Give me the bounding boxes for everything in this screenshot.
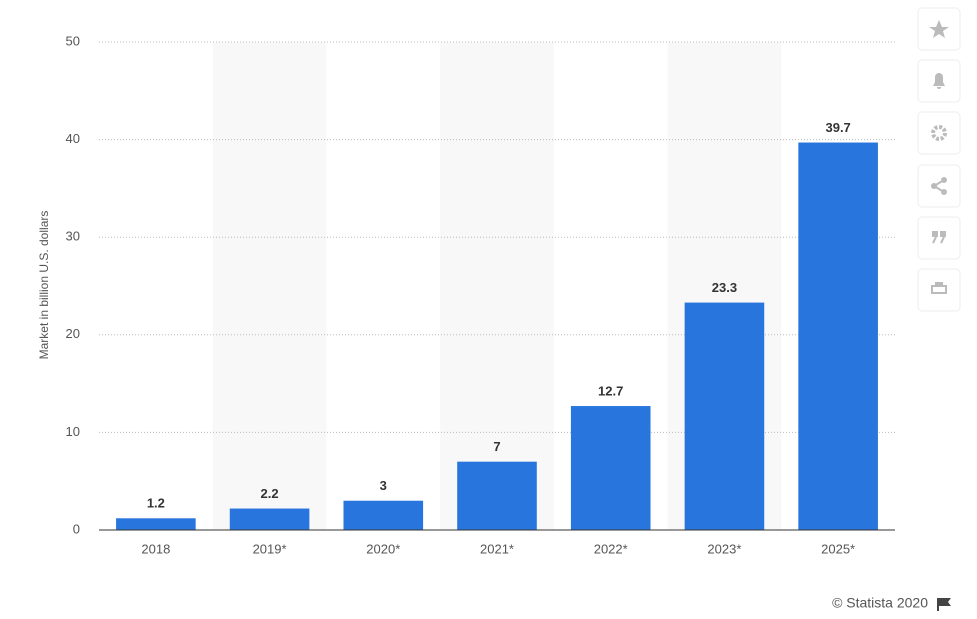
y-tick-label: 40 bbox=[66, 131, 80, 146]
y-axis-title: Market in billion U.S. dollars bbox=[37, 211, 51, 360]
flag-icon bbox=[937, 598, 951, 611]
value-label: 23.3 bbox=[712, 280, 737, 295]
y-tick-label: 50 bbox=[66, 33, 80, 48]
share-button[interactable] bbox=[917, 164, 961, 208]
y-tick-label: 20 bbox=[66, 326, 80, 341]
toolbar bbox=[917, 7, 961, 312]
x-tick-label: 2019* bbox=[253, 541, 287, 556]
y-tick-label: 0 bbox=[73, 521, 80, 536]
value-label: 7 bbox=[493, 439, 500, 454]
settings-button[interactable] bbox=[917, 111, 961, 155]
value-label: 2.2 bbox=[261, 486, 279, 501]
bar bbox=[229, 508, 310, 530]
bar bbox=[457, 461, 537, 530]
gear-icon bbox=[931, 125, 947, 141]
credit: © Statista 2020 bbox=[832, 595, 928, 611]
band-shade bbox=[212, 42, 327, 530]
bar bbox=[798, 142, 878, 530]
quote-icon bbox=[932, 231, 946, 244]
print-button[interactable] bbox=[917, 268, 961, 312]
x-tick-label: 2025* bbox=[821, 541, 855, 556]
printer-icon bbox=[931, 282, 947, 294]
bar bbox=[343, 500, 424, 530]
x-tick-label: 2018 bbox=[141, 541, 170, 556]
cite-button[interactable] bbox=[917, 216, 961, 260]
x-tick-label: 2022* bbox=[594, 541, 628, 556]
bar bbox=[684, 302, 765, 530]
y-tick-label: 30 bbox=[66, 229, 80, 244]
y-tick-label: 10 bbox=[66, 424, 80, 439]
value-label: 1.2 bbox=[147, 496, 165, 511]
band-shade bbox=[440, 42, 554, 530]
value-label: 39.7 bbox=[825, 120, 850, 135]
value-label: 3 bbox=[380, 478, 387, 493]
bar bbox=[570, 406, 651, 530]
x-tick-label: 2023* bbox=[707, 541, 741, 556]
star-icon bbox=[929, 20, 949, 38]
x-tick-label: 2020* bbox=[366, 541, 400, 556]
x-tick-label: 2021* bbox=[480, 541, 514, 556]
value-label: 12.7 bbox=[598, 383, 623, 398]
bell-icon bbox=[933, 73, 945, 89]
share-icon bbox=[931, 177, 947, 195]
bar bbox=[116, 518, 196, 530]
